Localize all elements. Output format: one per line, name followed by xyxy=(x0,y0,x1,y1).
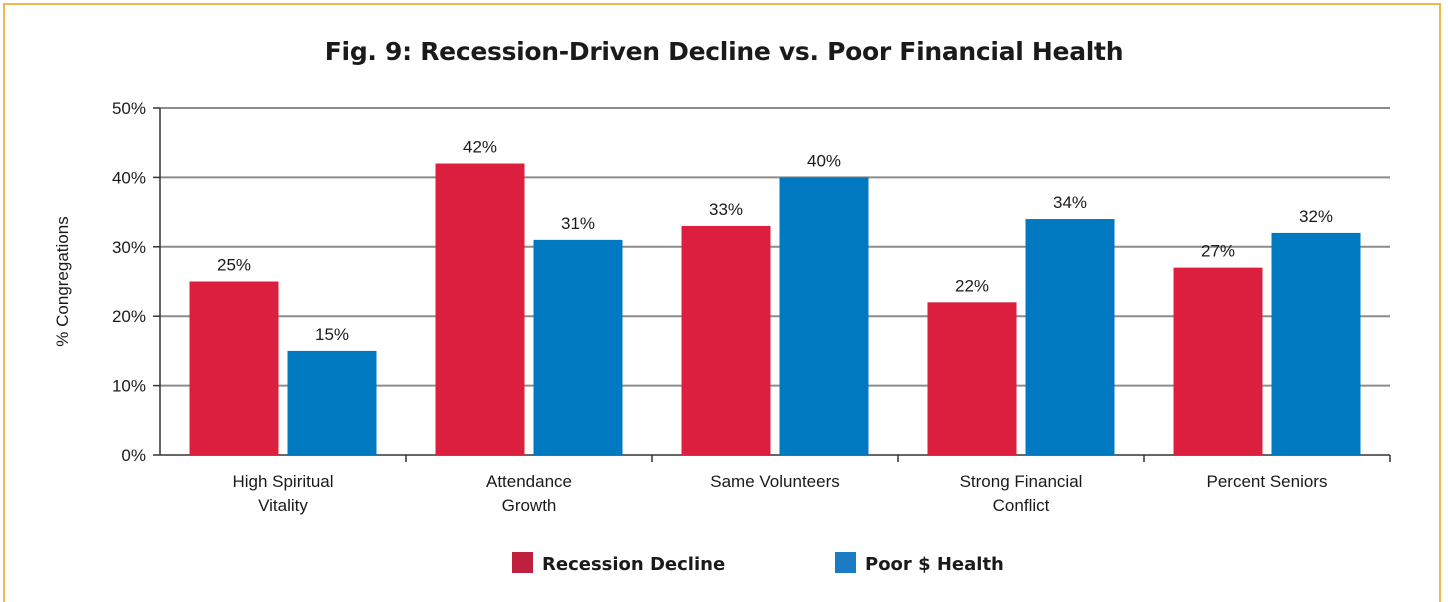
y-tick-label: 50% xyxy=(112,99,146,118)
data-label: 32% xyxy=(1299,207,1333,226)
x-tick-label: Attendance xyxy=(486,472,572,491)
data-label: 31% xyxy=(561,214,595,233)
legend-label: Recession Decline xyxy=(542,554,725,575)
x-tick-label: Vitality xyxy=(258,496,308,515)
x-tick-label: Strong Financial xyxy=(960,472,1083,491)
y-tick-label: 40% xyxy=(112,168,146,187)
bar xyxy=(1025,219,1115,455)
legend-label: Poor $ Health xyxy=(865,554,1004,575)
bar xyxy=(435,163,525,455)
bar xyxy=(681,225,771,455)
data-label: 15% xyxy=(315,325,349,344)
legend-swatch xyxy=(835,552,856,573)
bar xyxy=(1271,232,1361,455)
data-label: 27% xyxy=(1201,242,1235,261)
data-label: 22% xyxy=(955,276,989,295)
bar xyxy=(1173,267,1263,455)
x-tick-label: High Spiritual xyxy=(232,472,333,491)
y-tick-label: 30% xyxy=(112,238,146,257)
x-tick-label: Same Volunteers xyxy=(710,472,839,491)
legend-swatch xyxy=(512,552,533,573)
bar xyxy=(533,239,623,455)
chart-title: Fig. 9: Recession-Driven Decline vs. Poo… xyxy=(324,37,1124,66)
bar xyxy=(779,177,869,455)
x-tick-label: Growth xyxy=(502,496,557,515)
y-tick-label: 20% xyxy=(112,307,146,326)
legend: Recession Decline Poor $ Health xyxy=(512,552,1004,575)
data-label: 25% xyxy=(217,256,251,275)
data-label: 42% xyxy=(463,138,497,157)
bar xyxy=(189,281,279,455)
bar xyxy=(287,350,377,455)
y-tick-label: 10% xyxy=(112,377,146,396)
labels: 25% 15% High Spiritual Vitality 42% 31% Attend… xyxy=(217,138,1333,515)
data-label: 34% xyxy=(1053,193,1087,212)
y-axis-label: % Congregations xyxy=(53,216,72,346)
data-label: 40% xyxy=(807,151,841,170)
bars xyxy=(189,163,1361,455)
x-tick-label: Conflict xyxy=(993,496,1050,515)
data-label: 33% xyxy=(709,200,743,219)
y-tick-label: 0% xyxy=(121,446,146,465)
chart-frame xyxy=(3,3,1441,602)
bar xyxy=(927,302,1017,455)
x-tick-label: Percent Seniors xyxy=(1207,472,1328,491)
